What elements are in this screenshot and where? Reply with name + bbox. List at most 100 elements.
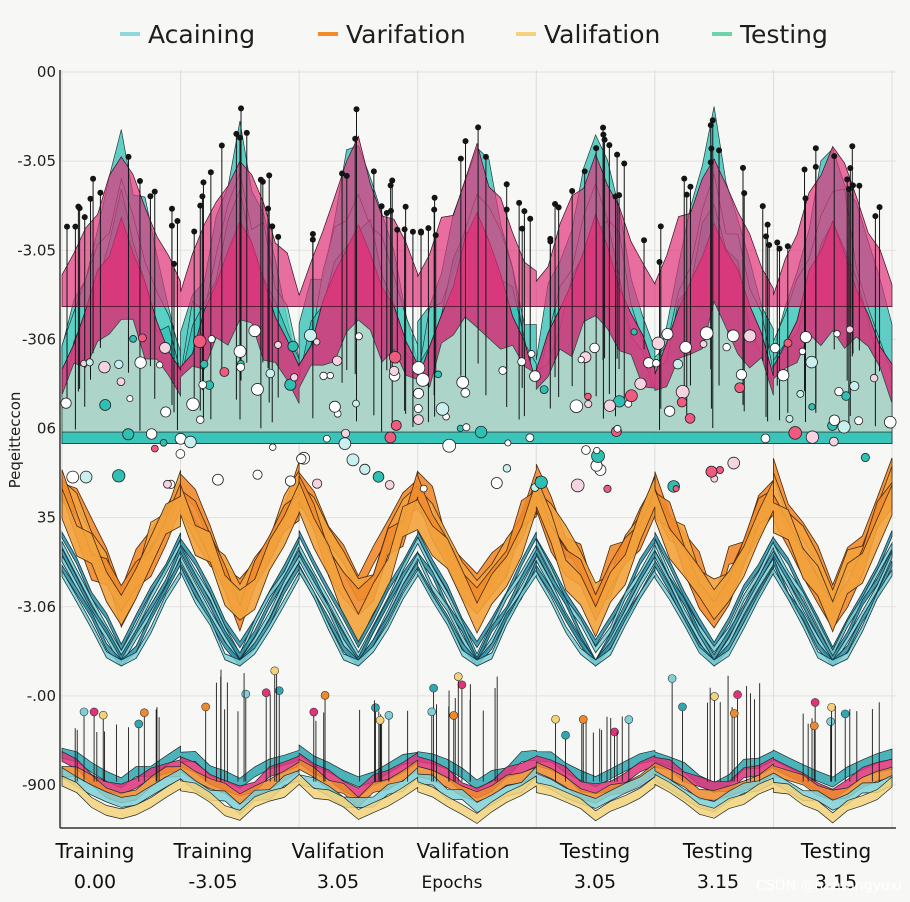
peak-stem-marker bbox=[516, 199, 523, 206]
scatter-point bbox=[413, 404, 423, 413]
scatter-point bbox=[539, 385, 549, 394]
peak-stem-marker bbox=[475, 124, 482, 131]
scatter-point bbox=[735, 369, 748, 381]
lower-spike-marker bbox=[429, 683, 438, 693]
peak-stem-marker bbox=[657, 223, 664, 230]
y-tick-label: -900 bbox=[22, 776, 56, 794]
scatter-point bbox=[715, 465, 724, 474]
peak-stem-marker bbox=[656, 259, 663, 266]
x-category-value: 3.05 bbox=[317, 871, 359, 893]
scatter-point bbox=[156, 361, 164, 369]
peak-stem-marker bbox=[353, 106, 360, 113]
peak-stem-marker bbox=[425, 225, 432, 232]
peak-stem-marker bbox=[555, 204, 562, 211]
scatter-point bbox=[411, 361, 426, 375]
peak-stem-marker bbox=[849, 182, 856, 189]
scatter-point bbox=[112, 469, 126, 483]
x-tick-labels: Training 0.00 Training -3.05 Valifation 3.05 V… bbox=[55, 839, 872, 893]
scatter-point bbox=[159, 342, 171, 354]
lower-spike-marker bbox=[270, 666, 280, 676]
peak-stem-marker bbox=[191, 228, 198, 235]
scatter-point bbox=[212, 473, 224, 486]
scatter-point bbox=[860, 452, 870, 463]
scatter-point bbox=[845, 325, 854, 334]
series-orange-band-area bbox=[61, 476, 893, 645]
scatter-point bbox=[346, 453, 360, 467]
x-category-name: Testing bbox=[559, 839, 630, 863]
scatter-point bbox=[625, 389, 638, 403]
scatter-point bbox=[98, 360, 111, 374]
scatter-point bbox=[434, 370, 442, 379]
scatter-point bbox=[785, 414, 794, 423]
scatter-point bbox=[652, 359, 661, 368]
scatter-point bbox=[679, 341, 692, 354]
scatter-point bbox=[760, 433, 771, 444]
series-teal-valley-area bbox=[61, 537, 893, 661]
lower-spike-marker bbox=[710, 692, 719, 701]
peak-stem-marker bbox=[614, 151, 621, 158]
lower-spike-marker bbox=[89, 707, 99, 717]
scatter-point bbox=[502, 464, 512, 473]
peak-stem-marker bbox=[759, 203, 766, 210]
lower-spike-marker bbox=[320, 691, 330, 700]
scatter-point bbox=[372, 471, 385, 483]
scatter-point bbox=[651, 336, 666, 350]
scatter-point bbox=[296, 453, 307, 464]
peak-stem-marker bbox=[683, 191, 690, 198]
peak-stem-marker bbox=[847, 165, 854, 172]
scatter-point bbox=[799, 331, 812, 344]
scatter-point bbox=[684, 413, 696, 424]
lower-spike-marker bbox=[449, 711, 459, 720]
peak-stem-marker bbox=[709, 117, 716, 124]
peak-stem-marker bbox=[394, 226, 401, 233]
scatter-point bbox=[727, 329, 740, 343]
scatter-point bbox=[676, 397, 688, 408]
legend: Acaining Varifation Valifation Testing bbox=[120, 20, 828, 49]
scatter-point bbox=[219, 367, 230, 377]
scatter-point bbox=[805, 355, 818, 369]
scatter-point bbox=[584, 392, 592, 401]
legend-label: Varifation bbox=[346, 20, 466, 49]
scatter-point bbox=[388, 351, 402, 364]
peak-stem-marker bbox=[739, 164, 746, 171]
peak-stem-marker bbox=[266, 172, 273, 179]
peak-stem-marker bbox=[716, 147, 723, 154]
scatter-point bbox=[777, 369, 790, 382]
lower-spike-marker bbox=[624, 715, 634, 724]
scatter-point bbox=[66, 470, 80, 484]
peak-stem-marker bbox=[265, 205, 272, 212]
scatter-point bbox=[734, 382, 746, 394]
scatter-point bbox=[160, 406, 172, 418]
scatter-point bbox=[581, 445, 591, 455]
lower-spike-marker bbox=[375, 715, 385, 725]
peak-stem-marker bbox=[418, 229, 425, 236]
scatter-point bbox=[134, 356, 147, 369]
scatter-point bbox=[287, 340, 299, 352]
peak-stem-marker bbox=[784, 243, 791, 250]
scatter-point bbox=[828, 414, 841, 426]
lower-spike-marker bbox=[427, 707, 437, 717]
peak-stem-marker bbox=[431, 194, 438, 201]
scatter-point bbox=[415, 372, 430, 387]
lower-spike-marker bbox=[827, 702, 836, 712]
scatter-point bbox=[248, 324, 262, 338]
peak-stem-marker bbox=[527, 215, 534, 222]
scatter-point bbox=[435, 402, 450, 416]
scatter-point bbox=[150, 444, 159, 453]
scatter-point bbox=[268, 443, 277, 451]
peak-stem-marker bbox=[125, 153, 132, 160]
peak-stem-marker bbox=[339, 170, 346, 177]
x-category-value: 3.05 bbox=[574, 871, 616, 893]
scatter-point bbox=[672, 358, 684, 370]
peak-stem-marker bbox=[872, 213, 879, 220]
peak-stem-marker bbox=[174, 217, 181, 224]
scatter-point bbox=[384, 480, 395, 490]
peak-stem-marker bbox=[147, 193, 154, 200]
scatter-point bbox=[184, 435, 197, 449]
peak-stem-marker bbox=[207, 169, 214, 176]
scatter-point bbox=[319, 371, 328, 381]
peak-stem-marker bbox=[168, 205, 175, 212]
scatter-point bbox=[159, 439, 168, 447]
scatter-point bbox=[60, 397, 72, 409]
scatter-point bbox=[304, 328, 317, 342]
